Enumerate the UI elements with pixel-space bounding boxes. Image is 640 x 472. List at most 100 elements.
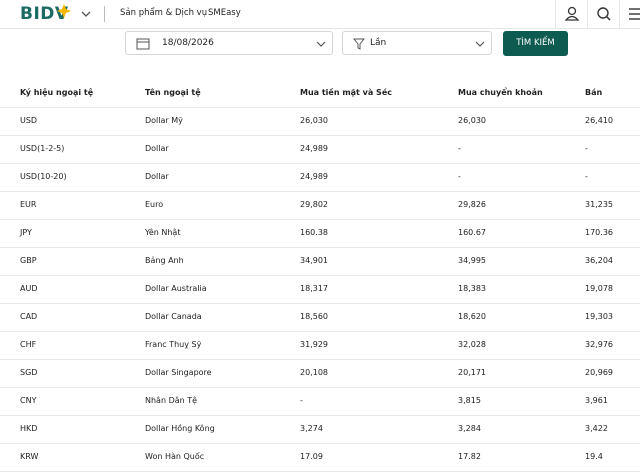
table-cell: 32,976 bbox=[585, 340, 613, 349]
column-header: Mua chuyển khoản bbox=[458, 88, 543, 97]
table-cell: 17.82 bbox=[458, 452, 481, 461]
table-cell: CAD bbox=[20, 312, 38, 321]
table-cell: 34,995 bbox=[458, 256, 486, 265]
table-cell: 24,989 bbox=[300, 144, 328, 153]
table-cell: 18,383 bbox=[458, 284, 486, 293]
table-cell: 19,078 bbox=[585, 284, 613, 293]
table-cell: 26,030 bbox=[300, 116, 328, 125]
table-cell: SGD bbox=[20, 368, 38, 377]
column-header: Mua tiền mặt và Séc bbox=[300, 88, 392, 97]
table-cell: 36,204 bbox=[585, 256, 613, 265]
row-divider bbox=[0, 443, 640, 444]
top-bar: BIDV Sản phẩm & Dịch vụ SMEasy bbox=[0, 0, 640, 29]
table-cell: 3,961 bbox=[585, 396, 608, 405]
table-cell: 3,815 bbox=[458, 396, 481, 405]
row-divider bbox=[0, 135, 640, 136]
table-cell: USD bbox=[20, 116, 38, 125]
logo[interactable]: BIDV bbox=[20, 4, 69, 24]
table-cell: 18,317 bbox=[300, 284, 328, 293]
date-picker[interactable]: 18/08/2026 bbox=[125, 31, 333, 55]
column-header: Tên ngoại tệ bbox=[145, 88, 201, 97]
row-divider bbox=[0, 107, 640, 108]
table-cell: 29,826 bbox=[458, 200, 486, 209]
table-cell: 24,989 bbox=[300, 172, 328, 181]
table-cell: 3,284 bbox=[458, 424, 481, 433]
table-cell: Dollar bbox=[145, 144, 169, 153]
nav-link[interactable]: Sản phẩm & Dịch vụ bbox=[120, 8, 208, 18]
row-divider bbox=[0, 191, 640, 192]
table-cell: 31,235 bbox=[585, 200, 613, 209]
table-cell: Bảng Anh bbox=[145, 256, 184, 265]
divider bbox=[104, 6, 105, 22]
row-divider bbox=[0, 359, 640, 360]
filter-icon bbox=[353, 38, 365, 50]
frequency-select[interactable]: Lần bbox=[342, 31, 492, 55]
table-cell: - bbox=[458, 172, 461, 181]
table-cell: 26,030 bbox=[458, 116, 486, 125]
row-divider bbox=[0, 387, 640, 388]
table-cell: USD(1-2-5) bbox=[20, 144, 65, 153]
row-divider bbox=[0, 247, 640, 248]
row-divider bbox=[0, 331, 640, 332]
logo-mark bbox=[57, 4, 71, 18]
table-cell: Dollar Mỹ bbox=[145, 116, 183, 125]
table-cell: 31,929 bbox=[300, 340, 328, 349]
row-divider bbox=[0, 219, 640, 220]
table-cell: Yên Nhật bbox=[145, 228, 181, 237]
table-cell: - bbox=[585, 172, 588, 181]
table-cell: Dollar Hồng Kông bbox=[145, 424, 215, 433]
calendar-icon bbox=[136, 38, 150, 50]
table-cell: 32,028 bbox=[458, 340, 486, 349]
table-cell: 19,303 bbox=[585, 312, 613, 321]
table-cell: CHF bbox=[20, 340, 37, 349]
row-divider bbox=[0, 163, 640, 164]
table-cell: AUD bbox=[20, 284, 38, 293]
table-cell: Dollar Australia bbox=[145, 284, 207, 293]
table-cell: 17.09 bbox=[300, 452, 323, 461]
menu-button[interactable] bbox=[619, 0, 640, 28]
table-cell: Franc Thuỵ Sỹ bbox=[145, 340, 202, 349]
table-cell: CNY bbox=[20, 396, 37, 405]
table-cell: 3,274 bbox=[300, 424, 323, 433]
table-cell: HKD bbox=[20, 424, 38, 433]
table-cell: - bbox=[458, 144, 461, 153]
table-cell: 20,171 bbox=[458, 368, 486, 377]
table-cell: Won Hàn Quốc bbox=[145, 452, 205, 461]
table-cell: Dollar Canada bbox=[145, 312, 202, 321]
table-cell: Dollar Singapore bbox=[145, 368, 212, 377]
table-cell: - bbox=[585, 144, 588, 153]
table-cell: - bbox=[300, 396, 303, 405]
table-cell: 160.38 bbox=[300, 228, 328, 237]
table-cell: 18,560 bbox=[300, 312, 328, 321]
row-divider bbox=[0, 415, 640, 416]
table-cell: 3,422 bbox=[585, 424, 608, 433]
account-button[interactable] bbox=[555, 0, 588, 28]
table-cell: 20,969 bbox=[585, 368, 613, 377]
chevron bbox=[475, 41, 485, 47]
search-button[interactable]: TÌM KIẾM bbox=[503, 31, 568, 56]
table-cell: Dollar bbox=[145, 172, 169, 181]
table-cell: 19.4 bbox=[585, 452, 603, 461]
table-cell: Nhân Dân Tệ bbox=[145, 396, 198, 405]
table-cell: JPY bbox=[20, 228, 32, 237]
dropdown-chevron[interactable] bbox=[81, 10, 91, 18]
table-cell: 18,620 bbox=[458, 312, 486, 321]
table-cell: 26,410 bbox=[585, 116, 613, 125]
table-cell: 160.67 bbox=[458, 228, 486, 237]
table-cell: 20,108 bbox=[300, 368, 328, 377]
table-cell: 170.36 bbox=[585, 228, 613, 237]
table-cell: 29,802 bbox=[300, 200, 328, 209]
table-cell: 34,901 bbox=[300, 256, 328, 265]
table-cell: KRW bbox=[20, 452, 39, 461]
table-cell: Euro bbox=[145, 200, 164, 209]
table-cell: USD(10-20) bbox=[20, 172, 67, 181]
nav-link[interactable]: SMEasy bbox=[208, 8, 241, 18]
table-cell: GBP bbox=[20, 256, 37, 265]
search-icon-button[interactable] bbox=[587, 0, 620, 28]
column-header: Ký hiệu ngoại tệ bbox=[20, 88, 94, 97]
chevron bbox=[316, 41, 326, 47]
table-cell: EUR bbox=[20, 200, 37, 209]
row-divider bbox=[0, 303, 640, 304]
date-value: 18/08/2026 bbox=[162, 38, 214, 48]
